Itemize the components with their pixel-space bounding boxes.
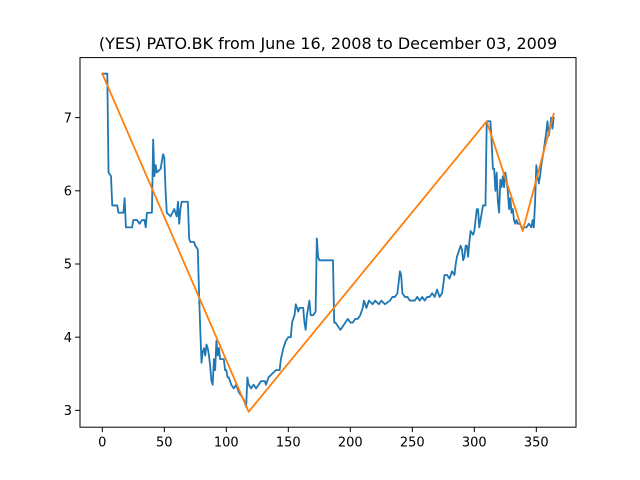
x-tick-label: 350 [524,436,549,451]
y-tick-label: 3 [64,404,72,419]
axes-frame [79,57,577,428]
x-tick-label: 0 [98,436,106,451]
trend-series-line [101,72,555,413]
x-tick-label: 50 [156,436,173,451]
y-axis-ticks: 3 4 5 6 7 [64,111,80,419]
price-series-line [101,72,555,408]
y-tick-label: 7 [64,111,72,126]
y-tick-label: 6 [64,185,72,200]
x-axis-ticks: 0 50 100 150 200 250 300 350 [98,427,549,451]
x-tick-label: 300 [462,436,487,451]
y-tick-label: 4 [64,331,72,346]
x-tick-label: 100 [214,436,239,451]
x-tick-label: 250 [400,436,425,451]
chart-title: (YES) PATO.BK from June 16, 2008 to Dece… [99,34,557,53]
y-tick-label: 5 [64,258,72,273]
x-tick-label: 150 [276,436,301,451]
x-tick-label: 200 [338,436,363,451]
plot-area [101,72,555,413]
